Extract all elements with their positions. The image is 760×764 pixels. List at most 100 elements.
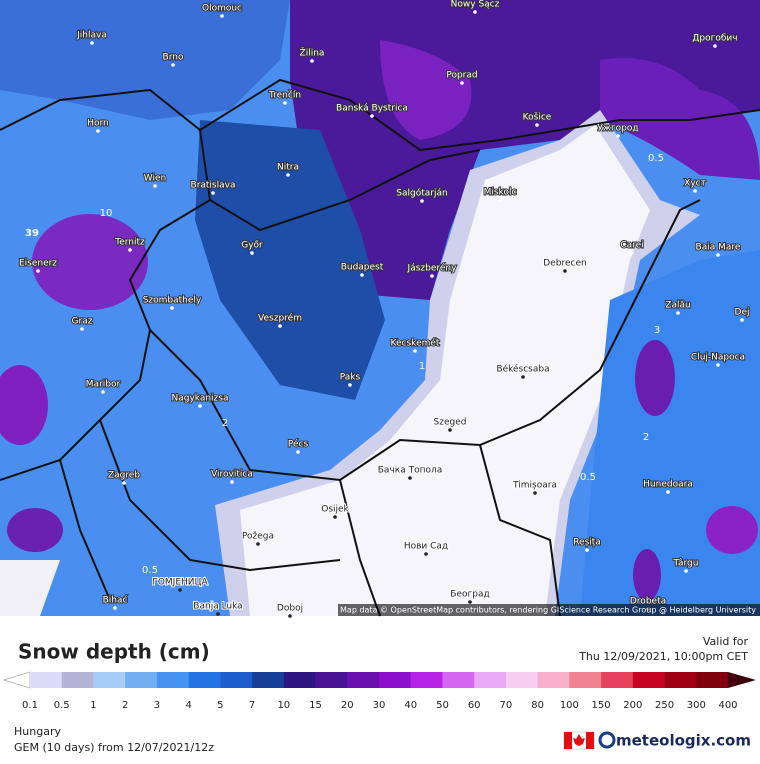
place-dot [283, 101, 287, 105]
color-class [188, 672, 221, 688]
place-dot [498, 198, 502, 202]
contour-label: 0.5 [648, 153, 664, 164]
color-class [664, 672, 697, 688]
place-label: Timișoara [512, 481, 557, 491]
place-dot [521, 375, 525, 379]
place-label: Bihać [103, 595, 128, 606]
place-label: Békéscsaba [496, 364, 549, 375]
place-dot [424, 552, 428, 556]
place-dot [230, 480, 234, 484]
place-dot [211, 191, 215, 195]
place-label: Maribor [86, 380, 121, 390]
place-label: Kecskemét [391, 338, 440, 349]
color-class [156, 672, 189, 688]
color-class [283, 672, 316, 688]
place-label: Veszprém [258, 313, 302, 324]
colorbar-tick-label: 70 [500, 700, 513, 711]
place-dot [310, 59, 314, 63]
colorbar-tick-label: 50 [436, 700, 449, 711]
colorbar-tick-label: 5 [217, 700, 223, 711]
colorbar-tick-label: 1 [90, 700, 96, 711]
place-dot [585, 548, 589, 552]
place-dot [250, 251, 254, 255]
place-dot [716, 253, 720, 257]
color-class [632, 672, 665, 688]
flag-band [586, 732, 594, 749]
place-dot [716, 363, 720, 367]
place-dot [408, 476, 412, 480]
place-label: Szeged [434, 418, 467, 428]
place-label: Debrecen [543, 259, 586, 269]
colorbar-tick-label: 40 [404, 700, 417, 711]
place-label: Baia Mare [696, 243, 741, 253]
border [339, 479, 381, 617]
place-dot [96, 129, 100, 133]
place-dot [684, 569, 688, 573]
place-label: Хуст [684, 179, 706, 189]
place-dot [616, 134, 620, 138]
place-label: Târgu [673, 559, 699, 569]
place-label: Дрогобич [692, 34, 737, 44]
place-dot [630, 251, 634, 255]
place-dot [563, 269, 567, 273]
border [479, 444, 561, 617]
contour-label: 10 [100, 208, 113, 219]
place-label: Győr [241, 241, 263, 251]
border [99, 419, 341, 572]
snow-area [635, 340, 675, 416]
place-label: Virovitica [211, 470, 253, 480]
color-class [30, 672, 63, 688]
place-dot [220, 14, 224, 18]
colorbar-tick-label: 100 [560, 700, 579, 711]
place-label: Zalău [665, 301, 690, 311]
snow-area [380, 40, 472, 140]
colorbar-tick-label: 3 [154, 700, 160, 711]
contour-labels: 39 0.5 2 1 0.5 10 0.5 3 2 [25, 153, 664, 576]
place-dot [170, 306, 174, 310]
logo-mark [598, 731, 616, 749]
place-dot [348, 383, 352, 387]
place-dot [676, 311, 680, 315]
place-label: Pécs [288, 439, 309, 450]
color-class [474, 672, 507, 688]
attribution-bar [338, 604, 760, 616]
place-label: Graz [72, 317, 93, 327]
borders [0, 78, 760, 617]
place-dot [460, 81, 464, 85]
snow-area [32, 214, 148, 310]
place-dot [80, 327, 84, 331]
place-label: Hunedoara [643, 480, 693, 490]
colorbar-tick-label: 400 [718, 700, 737, 711]
colorbar-tick-label: 7 [249, 700, 255, 711]
canada-flag [563, 731, 595, 750]
colorbar-tick-label: 30 [373, 700, 386, 711]
place-label: Olomouc [202, 4, 242, 14]
contour-label: 2 [643, 432, 649, 443]
colorbar-tick-label: 150 [592, 700, 611, 711]
place-label: Zagreb [108, 471, 140, 481]
colorbar-tick-label: 4 [185, 700, 191, 711]
place-dot [420, 199, 424, 203]
place-dot [171, 63, 175, 67]
color-class [505, 672, 538, 688]
colorbar-tick-label: 80 [531, 700, 544, 711]
contour-label: 1 [419, 361, 425, 372]
color-class [569, 672, 602, 688]
color-class [537, 672, 570, 688]
brand: meteologix.com [616, 732, 751, 750]
flag-band [564, 732, 572, 749]
place-dot [286, 173, 290, 177]
place-dot [153, 184, 157, 188]
color-class [696, 672, 729, 688]
colorbar-tick-label: 60 [468, 700, 481, 711]
place-label: Nowy Sącz [451, 0, 500, 10]
place-label: Košice [523, 112, 552, 123]
maple-leaf [573, 734, 585, 746]
border [0, 88, 212, 481]
place-dot [198, 404, 202, 408]
snow-area [0, 365, 48, 445]
place-label: Trenčín [268, 90, 301, 101]
place-dot [101, 390, 105, 394]
color-class [601, 672, 634, 688]
place-dot [360, 273, 364, 277]
